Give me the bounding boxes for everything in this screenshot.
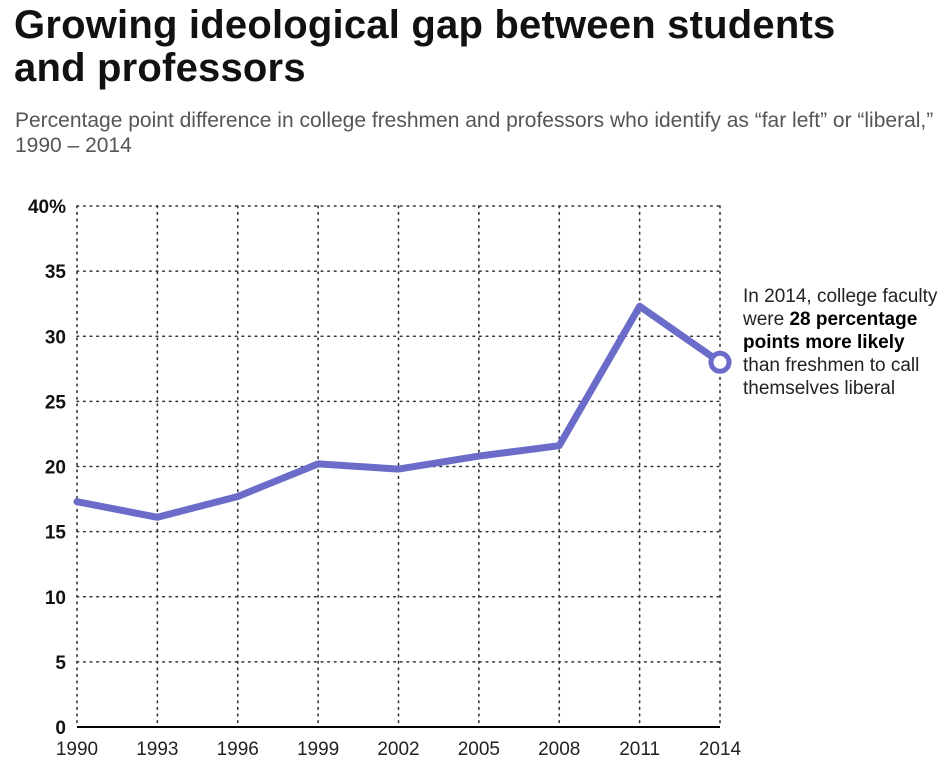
- annotation-callout: In 2014, college faculty were 28 percent…: [743, 285, 943, 400]
- grid-lines: [76, 205, 721, 728]
- x-tick-label: 2008: [538, 739, 580, 760]
- x-tick-label: 2002: [377, 739, 419, 760]
- y-tick-label: 35: [45, 262, 67, 283]
- x-tick-label: 1996: [217, 739, 259, 760]
- y-tick-label: 30: [45, 327, 66, 348]
- data-points: [708, 350, 732, 374]
- series-line: [73, 302, 724, 521]
- x-tick-label: 2011: [619, 739, 660, 760]
- x-tick-label: 1990: [56, 739, 98, 760]
- annotation-text-bold: 28 percentage points more likely: [743, 309, 918, 353]
- annotation-text-before: In 2014, college faculty were: [743, 286, 938, 330]
- y-axis-ticks: 0 5 10 15 20 25 30 35 40%: [28, 197, 66, 739]
- y-tick-label: 0: [55, 718, 66, 739]
- x-tick-label: 2005: [458, 739, 500, 760]
- chart-title: Growing ideological gap between students…: [14, 3, 836, 90]
- y-tick-label: 10: [45, 588, 66, 609]
- y-tick-label: 40%: [28, 197, 66, 218]
- x-axis-ticks: 1990 1993 1996 1999 2002 2005 2008 2011 2014: [56, 739, 742, 760]
- y-tick-label: 25: [45, 392, 67, 413]
- x-tick-label: 1999: [297, 739, 339, 760]
- x-tick-label: 2014: [699, 739, 742, 760]
- y-tick-label: 20: [45, 458, 66, 479]
- y-tick-label: 15: [45, 523, 67, 544]
- endpoint-marker: [708, 350, 732, 374]
- chart-subtitle: Percentage point difference in college f…: [15, 109, 934, 157]
- annotation-text-after: than freshmen to call themselves liberal: [743, 355, 920, 399]
- x-tick-label: 1993: [136, 739, 178, 760]
- y-tick-label: 5: [55, 653, 66, 674]
